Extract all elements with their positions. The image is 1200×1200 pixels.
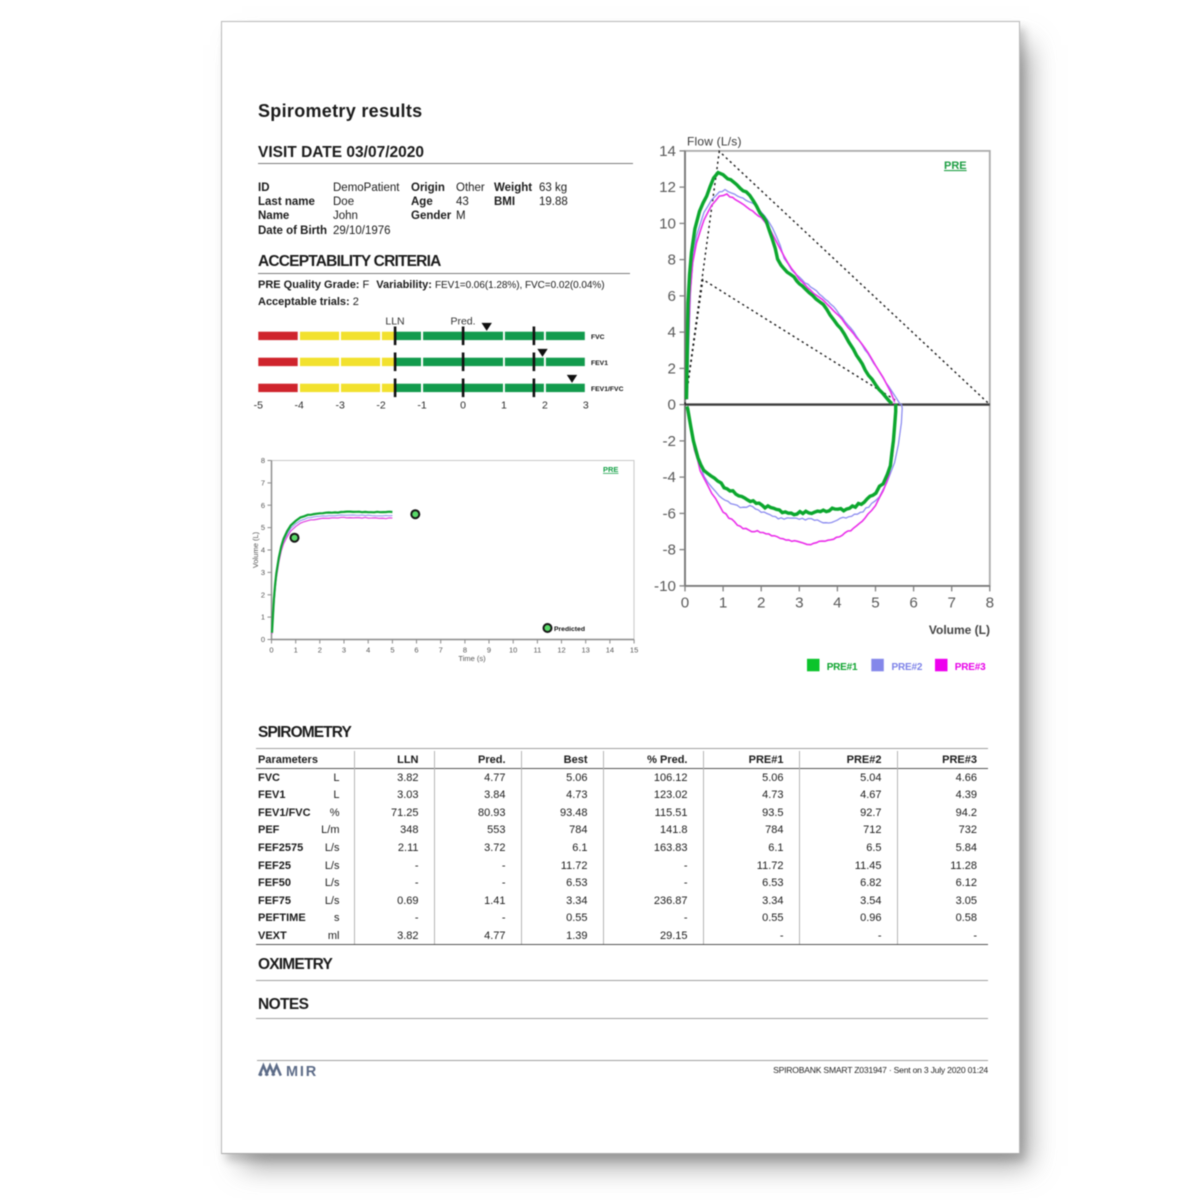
svg-text:1: 1 (294, 646, 298, 655)
svg-text:2: 2 (261, 590, 265, 599)
svg-text:12: 12 (557, 646, 565, 655)
svg-text:2: 2 (318, 646, 322, 655)
svg-text:7: 7 (947, 594, 955, 611)
svg-text:6: 6 (909, 594, 917, 611)
svg-text:3: 3 (795, 594, 803, 611)
svg-text:2: 2 (668, 360, 676, 377)
svg-text:-10: -10 (654, 578, 676, 595)
svg-text:14: 14 (659, 143, 676, 160)
svg-text:10: 10 (509, 646, 517, 655)
svg-text:12: 12 (659, 179, 676, 196)
svg-text:-3: -3 (336, 399, 345, 411)
svg-text:3: 3 (342, 646, 346, 655)
svg-text:Predicted: Predicted (554, 626, 585, 633)
svg-text:7: 7 (439, 646, 443, 655)
svg-text:0: 0 (269, 646, 273, 655)
svg-text:MIR: MIR (286, 1064, 318, 1080)
svg-text:-2: -2 (376, 399, 385, 411)
svg-text:14: 14 (606, 646, 614, 655)
svg-text:PRE#2: PRE#2 (892, 662, 923, 673)
svg-text:-8: -8 (662, 542, 676, 559)
svg-text:8: 8 (986, 594, 994, 611)
svg-text:5: 5 (871, 594, 879, 611)
svg-text:1: 1 (261, 613, 265, 622)
svg-text:4: 4 (833, 594, 841, 611)
svg-text:3: 3 (261, 568, 265, 577)
svg-text:0: 0 (681, 594, 689, 611)
svg-text:13: 13 (582, 646, 590, 655)
svg-text:PRE#3: PRE#3 (955, 662, 986, 673)
svg-text:8: 8 (261, 456, 265, 465)
svg-text:Volume (L): Volume (L) (929, 623, 990, 637)
svg-text:Flow (L/s): Flow (L/s) (687, 135, 742, 149)
svg-text:5: 5 (390, 646, 394, 655)
svg-text:15: 15 (630, 646, 638, 655)
svg-text:3: 3 (583, 399, 589, 411)
svg-text:4: 4 (668, 324, 676, 341)
svg-text:PRE#1: PRE#1 (827, 662, 858, 673)
svg-text:0: 0 (668, 397, 676, 414)
svg-text:8: 8 (668, 252, 676, 269)
svg-text:PRE: PRE (603, 465, 618, 474)
svg-text:10: 10 (659, 215, 676, 232)
svg-text:LLN: LLN (385, 316, 404, 328)
svg-text:-4: -4 (295, 399, 304, 411)
svg-text:9: 9 (487, 646, 491, 655)
svg-text:Pred.: Pred. (450, 316, 475, 328)
svg-text:PRE: PRE (944, 160, 967, 172)
svg-text:0: 0 (261, 635, 265, 644)
svg-text:11: 11 (534, 646, 542, 655)
svg-text:6: 6 (261, 501, 265, 510)
svg-text:2: 2 (757, 594, 765, 611)
svg-text:-4: -4 (662, 469, 676, 486)
svg-text:5: 5 (261, 523, 265, 532)
svg-text:-5: -5 (254, 399, 263, 411)
svg-text:FVC: FVC (591, 334, 605, 341)
svg-text:1: 1 (501, 399, 507, 411)
svg-text:FEV1/FVC: FEV1/FVC (591, 386, 624, 393)
svg-text:4: 4 (261, 546, 265, 555)
svg-text:6: 6 (414, 646, 418, 655)
svg-text:6: 6 (668, 288, 676, 305)
svg-text:1: 1 (719, 594, 727, 611)
svg-text:Volume (L): Volume (L) (251, 531, 260, 568)
svg-text:-1: -1 (417, 399, 426, 411)
svg-text:FEV1: FEV1 (591, 360, 608, 367)
svg-text:0: 0 (460, 399, 466, 411)
svg-text:7: 7 (261, 479, 265, 488)
svg-text:4: 4 (366, 646, 370, 655)
svg-text:Time (s): Time (s) (458, 654, 486, 663)
svg-text:8: 8 (463, 646, 467, 655)
svg-text:2: 2 (542, 399, 548, 411)
svg-text:-6: -6 (662, 505, 676, 522)
svg-text:-2: -2 (662, 433, 676, 450)
